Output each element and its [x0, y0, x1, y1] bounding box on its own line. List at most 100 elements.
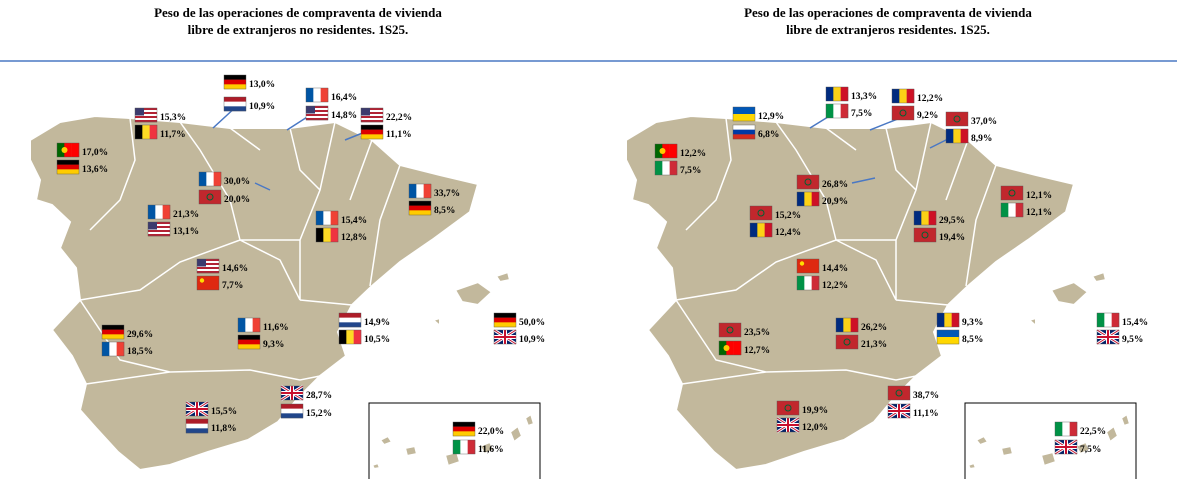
flag-stripe [148, 228, 170, 231]
flag-stripe [306, 118, 328, 121]
flag-stripe [213, 172, 222, 186]
flag-stripe [330, 228, 339, 242]
flag [196, 258, 220, 274]
flag [147, 221, 171, 237]
flag-stripe [102, 325, 124, 330]
flag-border [101, 324, 125, 340]
region-value: 14,4% [822, 264, 848, 274]
flag-border [891, 88, 915, 104]
flag-emblem [799, 261, 805, 266]
flag-emblem [199, 278, 205, 283]
flag-border [198, 189, 222, 205]
flag-border [134, 107, 158, 123]
region-value: 14,9% [364, 318, 390, 328]
flag-canton [361, 108, 370, 116]
flag-emblem [895, 389, 903, 397]
flag-stripe [797, 276, 805, 290]
region-value: 13,1% [173, 227, 199, 237]
flag-stripe [361, 118, 383, 121]
flag-border [360, 107, 384, 123]
flag-stripe [453, 440, 461, 454]
flag-stripe [833, 87, 841, 101]
flag-border [493, 312, 517, 328]
region-value: 22,2% [386, 113, 412, 123]
flag-border [835, 334, 859, 350]
flag-border [147, 204, 171, 220]
flag-border [776, 417, 800, 433]
flag-border [945, 128, 969, 144]
flag-cross [494, 330, 516, 344]
region-value: 12,8% [341, 233, 367, 243]
flag-stripe [826, 104, 834, 118]
flag-border [825, 103, 849, 119]
flag-field [719, 323, 741, 337]
flag-stripe [323, 228, 331, 242]
flag-stripe [804, 276, 812, 290]
flag-field [1001, 186, 1023, 200]
flag-stripe [494, 313, 516, 318]
flag-emblem [899, 109, 907, 117]
region-value: 9,5% [1122, 335, 1143, 345]
flag-border [338, 312, 362, 328]
flag-stripe [102, 329, 124, 335]
flag [913, 210, 937, 226]
flag-stripe [197, 267, 219, 270]
flag-stripe [494, 322, 516, 328]
flag [198, 189, 222, 205]
flag-stripe [662, 144, 670, 158]
flag [936, 312, 960, 328]
flag-border [1054, 439, 1078, 455]
flag-stripe [57, 143, 65, 157]
flag [237, 317, 261, 333]
flag [776, 416, 800, 434]
region-value: 19,4% [939, 233, 965, 243]
flag-stripe [453, 426, 475, 432]
flag-stripe [892, 89, 900, 103]
map-title: Peso de las operaciones de compraventa d… [154, 5, 442, 20]
region-value: 22,5% [1080, 427, 1106, 437]
region-value: 11,8% [211, 424, 237, 434]
flag-stripe [313, 88, 321, 102]
flag-stripe [353, 330, 362, 344]
flag-border [913, 210, 937, 226]
region-value: 26,8% [822, 180, 848, 190]
flag-border [237, 317, 261, 333]
flag-stripe [1001, 203, 1009, 217]
flag-cross [1055, 440, 1077, 454]
flag [493, 312, 517, 328]
flag-stripe [460, 440, 468, 454]
region-value: 11,6% [478, 445, 504, 455]
flag-stripe [148, 230, 170, 233]
flag-border [101, 341, 125, 357]
flag-stripe [339, 313, 361, 318]
flag [718, 322, 742, 338]
flag-emblem [723, 345, 730, 351]
region-value: 26,2% [861, 323, 887, 333]
region-value: 12,9% [758, 112, 784, 122]
flag-stripe [135, 114, 157, 117]
flag-stripe [186, 428, 208, 434]
flag-emblem [953, 115, 961, 123]
flag-stripe [148, 205, 156, 219]
flag-stripe [797, 192, 805, 206]
flag [360, 124, 384, 140]
flag-stripe [57, 160, 79, 165]
flag-border [776, 400, 800, 416]
flag-stripe [148, 232, 170, 235]
flag [825, 86, 849, 102]
flag-emblem [61, 147, 68, 153]
flag-stripe [937, 313, 945, 327]
region-value: 10,9% [249, 102, 275, 112]
region-value: 11,6% [263, 323, 289, 333]
flag-border [196, 258, 220, 274]
flag-stripe [928, 211, 937, 225]
flag-stripe [197, 271, 219, 274]
flag [936, 329, 960, 345]
flag-border [315, 227, 339, 243]
flag-border [134, 124, 158, 140]
region-value: 20,0% [224, 195, 250, 205]
flag-stripe [453, 431, 475, 437]
connectors [212, 104, 953, 191]
region-value: 8,9% [971, 134, 992, 144]
